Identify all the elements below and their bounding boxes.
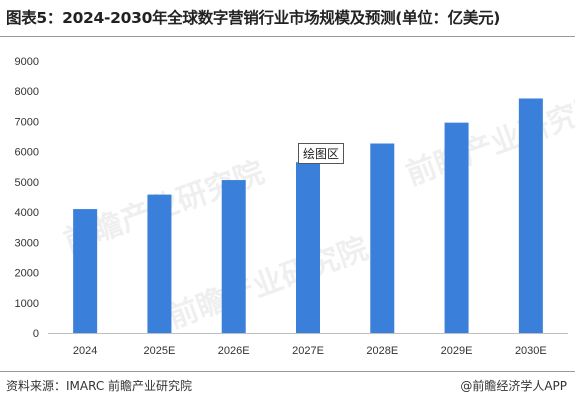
x-tick-label: 2026E: [218, 345, 250, 357]
x-tick-label: 2030E: [515, 345, 547, 357]
brand-credit: @前瞻经济学人APP: [460, 379, 567, 393]
x-tick-label: 2028E: [366, 345, 398, 357]
bar-2028E: [370, 143, 395, 333]
x-tick-label: 2029E: [441, 345, 473, 357]
y-tick-label: 1000: [15, 298, 39, 310]
x-tick-label: 2024: [73, 345, 97, 357]
bar-2024: [73, 209, 98, 333]
plot-area-tooltip: 绘图区: [298, 143, 345, 164]
title-divider: [0, 36, 575, 37]
x-tick-label: 2025E: [144, 345, 176, 357]
y-tick-label: 9000: [15, 56, 39, 68]
y-tick-label: 0: [33, 328, 39, 340]
y-tick-label: 2000: [15, 268, 39, 280]
bar-2027E: [296, 162, 320, 333]
x-axis: 2024 2025E 2026E 2027E 2028E 2029E 2030E: [48, 333, 568, 357]
bar-2025E: [147, 194, 172, 333]
y-tick-label: 7000: [15, 116, 39, 128]
y-axis: 0 1000 2000 3000 4000 5000 6000 7000 8000 9000: [15, 56, 39, 340]
bar-2030E: [518, 98, 543, 333]
bar-series: [73, 98, 543, 333]
bar-chart: 0 1000 2000 3000 4000 5000 6000 7000 8000 9000 20…: [15, 56, 568, 357]
chart-title: 图表5：2024-2030年全球数字营销行业市场规模及预测(单位：亿美元): [6, 9, 501, 27]
bar-2029E: [444, 122, 469, 333]
y-tick-label: 8000: [15, 86, 39, 98]
y-tick-label: 3000: [15, 237, 39, 249]
bar-2026E: [221, 180, 246, 333]
footer-divider: [0, 371, 575, 372]
y-tick-label: 6000: [15, 147, 39, 159]
x-tick-label: 2027E: [292, 345, 324, 357]
y-tick-label: 5000: [15, 177, 39, 189]
source-note: 资料来源：IMARC 前瞻产业研究院: [6, 379, 193, 393]
y-tick-label: 4000: [15, 207, 39, 219]
